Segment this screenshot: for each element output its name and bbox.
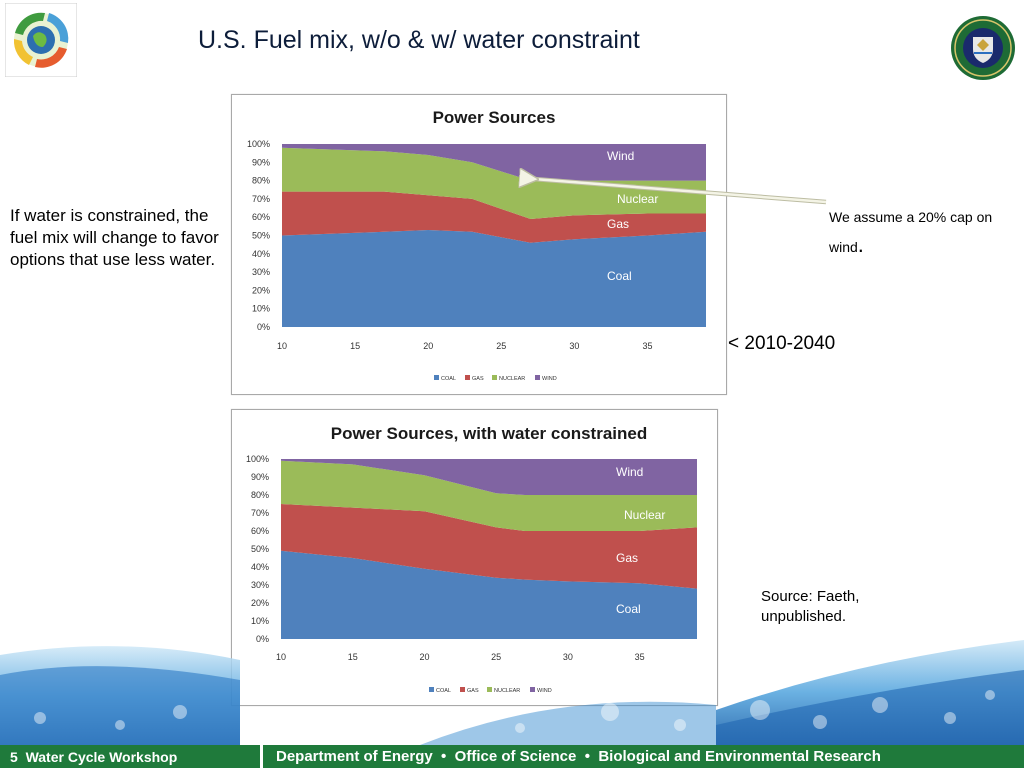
legend-swatch-wind — [535, 375, 540, 380]
source-citation: Source: Faeth, unpublished. — [761, 588, 860, 625]
y-tick-label: 90% — [251, 472, 269, 482]
x-tick-label: 15 — [348, 652, 358, 662]
area-label-gas: Gas — [607, 217, 629, 231]
power-sources-svg: Power Sources 0% 10% 20% 30% 40% 50% 60% 70% 80% 9… — [247, 108, 706, 382]
area-coal — [281, 550, 697, 639]
y-tick-label: 40% — [251, 562, 269, 572]
legend-swatch-coal — [434, 375, 439, 380]
y-tick-label: 20% — [251, 598, 269, 608]
legend-label-wind: WIND — [537, 688, 552, 694]
y-tick-label: 20% — [252, 285, 270, 295]
y-tick-label: 10% — [252, 304, 270, 314]
x-tick-label: 20 — [419, 652, 429, 662]
y-tick-label: 80% — [251, 490, 269, 500]
x-tick-label: 35 — [635, 652, 645, 662]
area-gas — [281, 504, 697, 589]
x-tick-label: 25 — [491, 652, 501, 662]
x-tick-label: 30 — [563, 652, 573, 662]
footer-department: Department of Energy — [276, 748, 433, 765]
footer-office: Office of Science — [454, 748, 577, 765]
legend-label-coal: COAL — [441, 376, 456, 382]
legend-label-gas: GAS — [472, 376, 484, 382]
y-tick-label: 30% — [251, 580, 269, 590]
legend-label-coal: COAL — [436, 688, 451, 694]
workshop-name: Water Cycle Workshop — [25, 749, 178, 765]
power-sources-water-chart: Power Sources, with water constrained 0% 1… — [231, 409, 718, 706]
area-label-nuclear: Nuclear — [617, 192, 658, 206]
legend-swatch-gas — [460, 687, 465, 692]
wind-cap-note-dot: . — [857, 232, 864, 257]
x-tick-label: 10 — [277, 341, 287, 351]
legend-label-wind: WIND — [542, 376, 557, 382]
power-sources-chart: Power Sources 0% 10% 20% 30% 40% 50% 60% 70% 80% 9… — [231, 94, 727, 395]
area-label-coal: Coal — [607, 269, 632, 283]
x-tick-label: 25 — [496, 341, 506, 351]
x-tick-label: 10 — [276, 652, 286, 662]
footer-bar: 5 Water Cycle Workshop Department of Ene… — [0, 745, 1024, 768]
power-sources-water-svg: Power Sources, with water constrained 0% 1… — [246, 424, 697, 694]
area-coal — [282, 230, 706, 327]
area-label-wind: Wind — [607, 149, 634, 163]
area-label-gas: Gas — [616, 551, 638, 565]
y-tick-label: 50% — [251, 544, 269, 554]
explanation-text: If water is constrained, the fuel mix wi… — [10, 206, 219, 269]
footer-right: Department of Energy • Office of Science… — [276, 748, 881, 765]
area-wind — [282, 144, 706, 181]
chart-title: Power Sources — [433, 108, 556, 127]
x-tick-label: 20 — [423, 341, 433, 351]
water-cycle-logo-icon — [4, 2, 78, 78]
legend-swatch-gas — [465, 375, 470, 380]
chart-title: Power Sources, with water constrained — [331, 424, 647, 443]
area-nuclear — [281, 460, 697, 531]
wind-cap-note-text: We assume a 20% cap on wind — [829, 209, 993, 255]
y-tick-label: 100% — [246, 454, 269, 464]
page-number: 5 — [10, 749, 18, 765]
legend-swatch-coal — [429, 687, 434, 692]
doe-seal-icon — [950, 15, 1016, 81]
legend-label-gas: GAS — [467, 688, 479, 694]
y-tick-label: 0% — [257, 322, 270, 332]
x-tick-label: 30 — [569, 341, 579, 351]
legend-swatch-nuclear — [487, 687, 492, 692]
y-tick-label: 60% — [251, 526, 269, 536]
y-tick-label: 60% — [252, 212, 270, 222]
footer-left: 5 Water Cycle Workshop — [10, 749, 177, 765]
slide-title: U.S. Fuel mix, w/o & w/ water constraint — [198, 26, 640, 54]
area-label-nuclear: Nuclear — [624, 508, 665, 522]
x-tick-label: 15 — [350, 341, 360, 351]
footer-separator — [260, 745, 263, 768]
water-wave-decoration — [0, 640, 1024, 745]
wind-cap-note: We assume a 20% cap on wind. — [829, 204, 1019, 261]
y-tick-label: 70% — [252, 194, 270, 204]
y-tick-label: 90% — [252, 157, 270, 167]
y-tick-label: 100% — [247, 139, 270, 149]
y-tick-label: 70% — [251, 508, 269, 518]
area-gas — [282, 191, 706, 243]
y-tick-label: 40% — [252, 249, 270, 259]
legend-swatch-nuclear — [492, 375, 497, 380]
area-label-coal: Coal — [616, 602, 641, 616]
footer-bullet-1: • — [441, 748, 447, 765]
footer-bullet-2: • — [584, 748, 590, 765]
year-range-label: < 2010-2040 — [728, 333, 836, 354]
legend-label-nuclear: NUCLEAR — [499, 376, 525, 382]
legend-label-nuclear: NUCLEAR — [494, 688, 520, 694]
y-tick-label: 0% — [256, 634, 269, 644]
y-tick-label: 50% — [252, 231, 270, 241]
legend-swatch-wind — [530, 687, 535, 692]
x-tick-label: 35 — [643, 341, 653, 351]
area-label-wind: Wind — [616, 465, 643, 479]
y-tick-label: 10% — [251, 616, 269, 626]
area-wind — [281, 459, 697, 495]
footer-research: Biological and Environmental Research — [598, 748, 881, 765]
y-tick-label: 30% — [252, 267, 270, 277]
y-tick-label: 80% — [252, 176, 270, 186]
